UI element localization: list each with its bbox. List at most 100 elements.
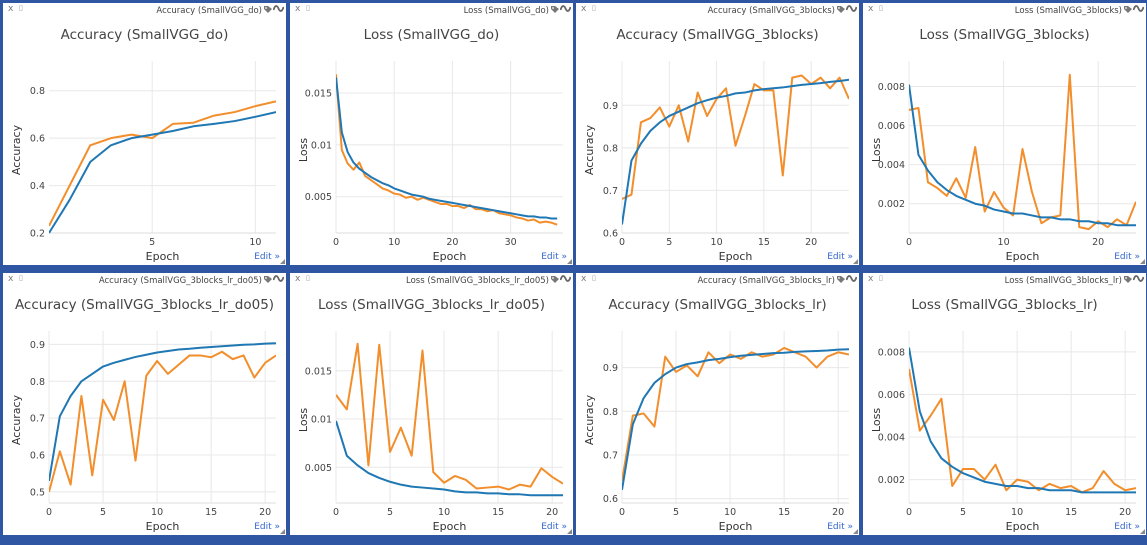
y-axis-label: Loss xyxy=(297,408,310,432)
edit-link[interactable]: Edit » xyxy=(541,252,567,262)
x-tick-label: 0 xyxy=(619,237,625,248)
close-icon[interactable]: x xyxy=(868,4,874,14)
resize-handle-icon[interactable] xyxy=(280,259,285,264)
x-tick-label: 15 xyxy=(778,507,790,518)
resize-handle-icon[interactable] xyxy=(567,259,572,264)
close-icon[interactable]: x xyxy=(295,274,301,284)
y-tick-label: 0.9 xyxy=(30,340,45,351)
resize-handle-icon[interactable] xyxy=(853,259,858,264)
y-tick-label: 0.006 xyxy=(878,390,905,401)
x-tick-label: 10 xyxy=(998,237,1010,248)
edit-link[interactable]: Edit » xyxy=(827,522,853,532)
edit-link[interactable]: Edit » xyxy=(254,252,280,262)
y-tick-label: 0.015 xyxy=(305,88,332,99)
edit-link[interactable]: Edit » xyxy=(827,252,853,262)
pin-icon[interactable]: ▯ xyxy=(306,4,310,12)
y-axis-label: Accuracy xyxy=(583,394,596,445)
tag-icon[interactable] xyxy=(837,5,845,13)
tag-icon[interactable] xyxy=(837,275,845,283)
close-icon[interactable]: x xyxy=(868,274,874,284)
tag-icon[interactable] xyxy=(264,275,272,283)
wave-icon[interactable] xyxy=(560,4,571,13)
edit-link[interactable]: Edit » xyxy=(541,522,567,532)
x-tick-label: 30 xyxy=(505,237,517,248)
close-icon[interactable]: x xyxy=(295,4,301,14)
x-tick-label: 0 xyxy=(619,507,625,518)
wave-icon[interactable] xyxy=(273,274,284,283)
chart-svg: Accuracy (SmallVGG_3blocks_lr_do05) 0 5 10 1… xyxy=(10,297,276,533)
pin-icon[interactable]: ▯ xyxy=(19,4,23,12)
chart-title: Accuracy (SmallVGG_3blocks_lr) xyxy=(608,297,826,313)
edit-link[interactable]: Edit » xyxy=(1114,252,1140,262)
x-tick-label: 20 xyxy=(805,237,817,248)
pane-name: Accuracy (SmallVGG_do) xyxy=(156,6,262,16)
edit-link[interactable]: Edit » xyxy=(254,522,280,532)
y-tick-label: 0.6 xyxy=(603,494,618,505)
y-tick-label: 0.008 xyxy=(878,347,905,358)
chart-pane: x ▯ Accuracy (SmallVGG_3blocks) Accuracy (S… xyxy=(576,3,859,265)
wave-icon[interactable] xyxy=(846,274,857,283)
close-icon[interactable]: x xyxy=(581,4,587,14)
wave-icon[interactable] xyxy=(1133,274,1144,283)
resize-handle-icon[interactable] xyxy=(853,529,858,534)
x-axis-label: Epoch xyxy=(719,520,753,533)
close-icon[interactable]: x xyxy=(8,4,14,14)
pane-titlebar: x ▯ Accuracy (SmallVGG_do) xyxy=(3,3,286,19)
y-tick-label: 0.2 xyxy=(30,229,45,240)
pin-icon[interactable]: ▯ xyxy=(879,4,883,12)
x-tick-label: 10 xyxy=(724,507,736,518)
pane-name: Accuracy (SmallVGG_3blocks_lr) xyxy=(697,276,835,286)
tag-icon[interactable] xyxy=(264,5,272,13)
series-line-train xyxy=(336,74,558,226)
pin-icon[interactable]: ▯ xyxy=(592,274,596,282)
edit-link[interactable]: Edit » xyxy=(1114,522,1140,532)
pin-icon[interactable]: ▯ xyxy=(19,274,23,282)
resize-handle-icon[interactable] xyxy=(280,529,285,534)
pane-titlebar: x ▯ Accuracy (SmallVGG_3blocks_lr) xyxy=(576,273,859,289)
x-tick-label: 10 xyxy=(1011,507,1023,518)
y-tick-label: 0.002 xyxy=(878,475,905,486)
x-tick-label: 15 xyxy=(205,507,217,518)
wave-icon[interactable] xyxy=(273,4,284,13)
pin-icon[interactable]: ▯ xyxy=(592,4,596,12)
resize-handle-icon[interactable] xyxy=(1140,529,1145,534)
y-tick-label: 0.9 xyxy=(603,101,618,112)
y-tick-label: 0.7 xyxy=(603,186,618,197)
x-tick-label: 15 xyxy=(758,237,770,248)
chart-title: Loss (SmallVGG_3blocks) xyxy=(919,27,1089,43)
tag-icon[interactable] xyxy=(1124,5,1132,13)
chart-pane: x ▯ Accuracy (SmallVGG_3blocks_lr) Accuracy… xyxy=(576,273,859,535)
pane-name: Loss (SmallVGG_3blocks_lr) xyxy=(1004,276,1122,286)
close-icon[interactable]: x xyxy=(8,274,14,284)
pin-icon[interactable]: ▯ xyxy=(879,274,883,282)
series-line-train xyxy=(909,73,1136,231)
series-line-val xyxy=(909,84,1136,227)
chart-svg: Accuracy (SmallVGG_do) 5 10 0.2 0.4 0.6 0.8 Epo… xyxy=(10,27,276,263)
pane-name: Loss (SmallVGG_3blocks_lr_do05) xyxy=(406,276,549,286)
pane-titlebar: x ▯ Loss (SmallVGG_3blocks_lr) xyxy=(863,273,1146,289)
series-line-val xyxy=(49,111,276,234)
chart-pane: x ▯ Loss (SmallVGG_3blocks_lr_do05) Loss (S… xyxy=(290,273,573,535)
y-tick-label: 0.005 xyxy=(305,192,332,203)
pane-titlebar: x ▯ Loss (SmallVGG_3blocks_lr_do05) xyxy=(290,273,573,289)
resize-handle-icon[interactable] xyxy=(567,529,572,534)
tag-icon[interactable] xyxy=(1124,275,1132,283)
pin-icon[interactable]: ▯ xyxy=(306,274,310,282)
resize-handle-icon[interactable] xyxy=(1140,259,1145,264)
chart-title: Loss (SmallVGG_3blocks_lr) xyxy=(911,297,1097,313)
wave-icon[interactable] xyxy=(846,4,857,13)
wave-icon[interactable] xyxy=(560,274,571,283)
y-tick-label: 0.01 xyxy=(311,140,332,151)
chart-title: Accuracy (SmallVGG_3blocks_lr_do05) xyxy=(15,297,274,313)
y-tick-label: 0.6 xyxy=(30,451,45,462)
x-tick-label: 20 xyxy=(1092,237,1104,248)
wave-icon[interactable] xyxy=(1133,4,1144,13)
tag-icon[interactable] xyxy=(551,275,559,283)
y-tick-label: 0.8 xyxy=(603,407,618,418)
close-icon[interactable]: x xyxy=(581,274,587,284)
tag-icon[interactable] xyxy=(551,5,559,13)
x-tick-label: 10 xyxy=(388,237,400,248)
series-line-train xyxy=(909,368,1136,494)
y-tick-label: 0.006 xyxy=(878,121,905,132)
x-axis-label: Epoch xyxy=(146,520,180,533)
